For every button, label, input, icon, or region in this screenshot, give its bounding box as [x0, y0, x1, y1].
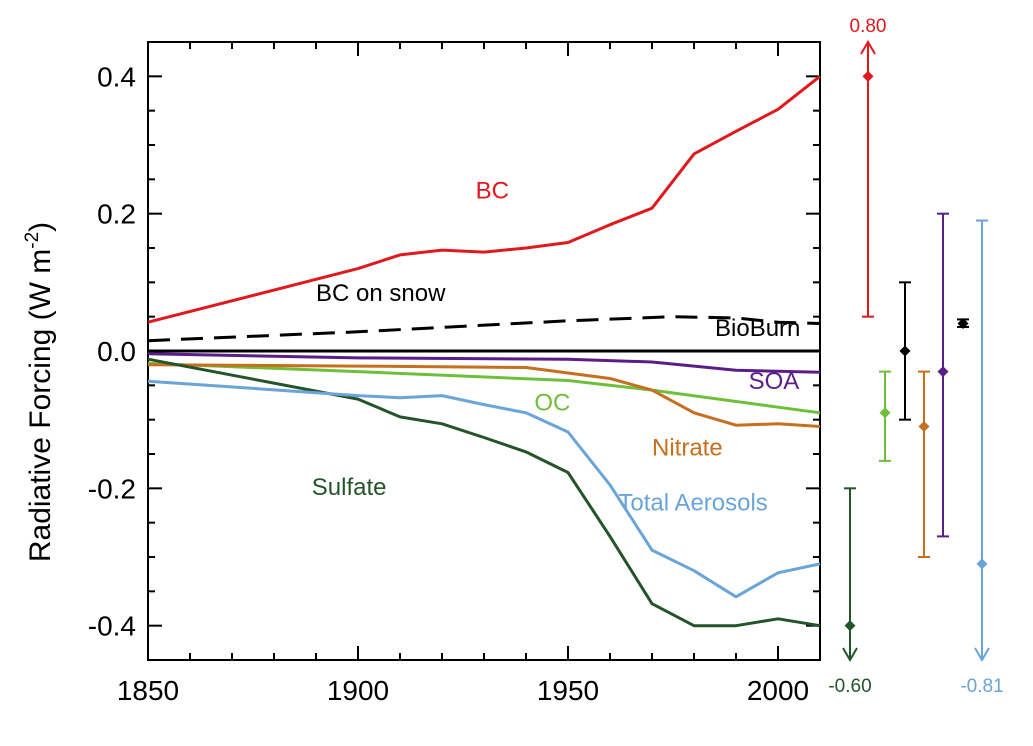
error-center-soa	[937, 366, 949, 378]
y-axis-label: Radiative Forcing (W m-2)	[22, 222, 57, 562]
series-line-bc	[147, 75, 821, 324]
x-tick-label: 1900	[327, 675, 389, 706]
x-tick-label: 1850	[117, 675, 179, 706]
series-label-total-aerosols: Total Aerosols	[618, 489, 767, 516]
error-arrow-down-sulfate	[842, 647, 858, 662]
y-tick-label: 0.2	[97, 199, 136, 230]
series-line-bc-on-snow	[147, 315, 821, 343]
series-label-sulfate: Sulfate	[312, 474, 387, 501]
error-center-nitrate	[918, 421, 930, 433]
series-layer	[147, 75, 821, 628]
error-center-bioburn	[899, 345, 911, 357]
error-center-bc	[862, 70, 874, 82]
series-label-oc: OC	[534, 390, 570, 417]
series-line-oc	[147, 361, 821, 415]
series-label-nitrate: Nitrate	[652, 434, 723, 461]
error-annotation-total-aerosols: -0.81	[960, 676, 1003, 697]
series-label-bc-on-snow: BC on snow	[316, 280, 446, 307]
y-tick-label: -0.2	[88, 473, 136, 504]
axes-layer: 1850 1900 1950 2000 0.4 0.2 0.0 -0.2 -0.4	[88, 41, 821, 706]
error-arrow-down-total-aerosols	[974, 647, 990, 662]
error-center-oc	[879, 407, 891, 419]
series-labels-layer: BC BC on snow BioBurn SOA OC Nitrate Sulfate To…	[312, 178, 801, 517]
error-annotation-sulfate: -0.60	[828, 676, 871, 697]
series-line-sulfate	[147, 357, 821, 628]
error-annotation-bc: 0.80	[850, 16, 887, 37]
error-center-bc-on-snow	[957, 318, 969, 330]
error-bars-layer: 0.80 -0.81 -0.60	[828, 16, 1003, 697]
error-arrow-up-bc	[860, 40, 876, 55]
y-tick-label: -0.4	[88, 611, 136, 642]
series-label-bc: BC	[476, 178, 509, 205]
series-label-soa: SOA	[749, 368, 800, 395]
x-tick-label: 1950	[537, 675, 599, 706]
x-tick-label: 2000	[747, 675, 809, 706]
error-center-sulfate	[844, 620, 856, 632]
series-line-soa	[147, 352, 821, 374]
y-axis-label-sup: -2	[22, 232, 43, 249]
series-line-nitrate	[147, 363, 821, 428]
series-label-bioburn: BioBurn	[715, 315, 800, 342]
error-center-total-aerosols	[976, 558, 988, 570]
y-tick-label: 0.0	[97, 336, 136, 367]
y-tick-label: 0.4	[97, 61, 136, 92]
y-axis-label-close: )	[24, 222, 57, 232]
y-axis-label-main: Radiative Forcing (W m	[24, 249, 57, 562]
series-line-total-aerosols	[147, 379, 821, 599]
